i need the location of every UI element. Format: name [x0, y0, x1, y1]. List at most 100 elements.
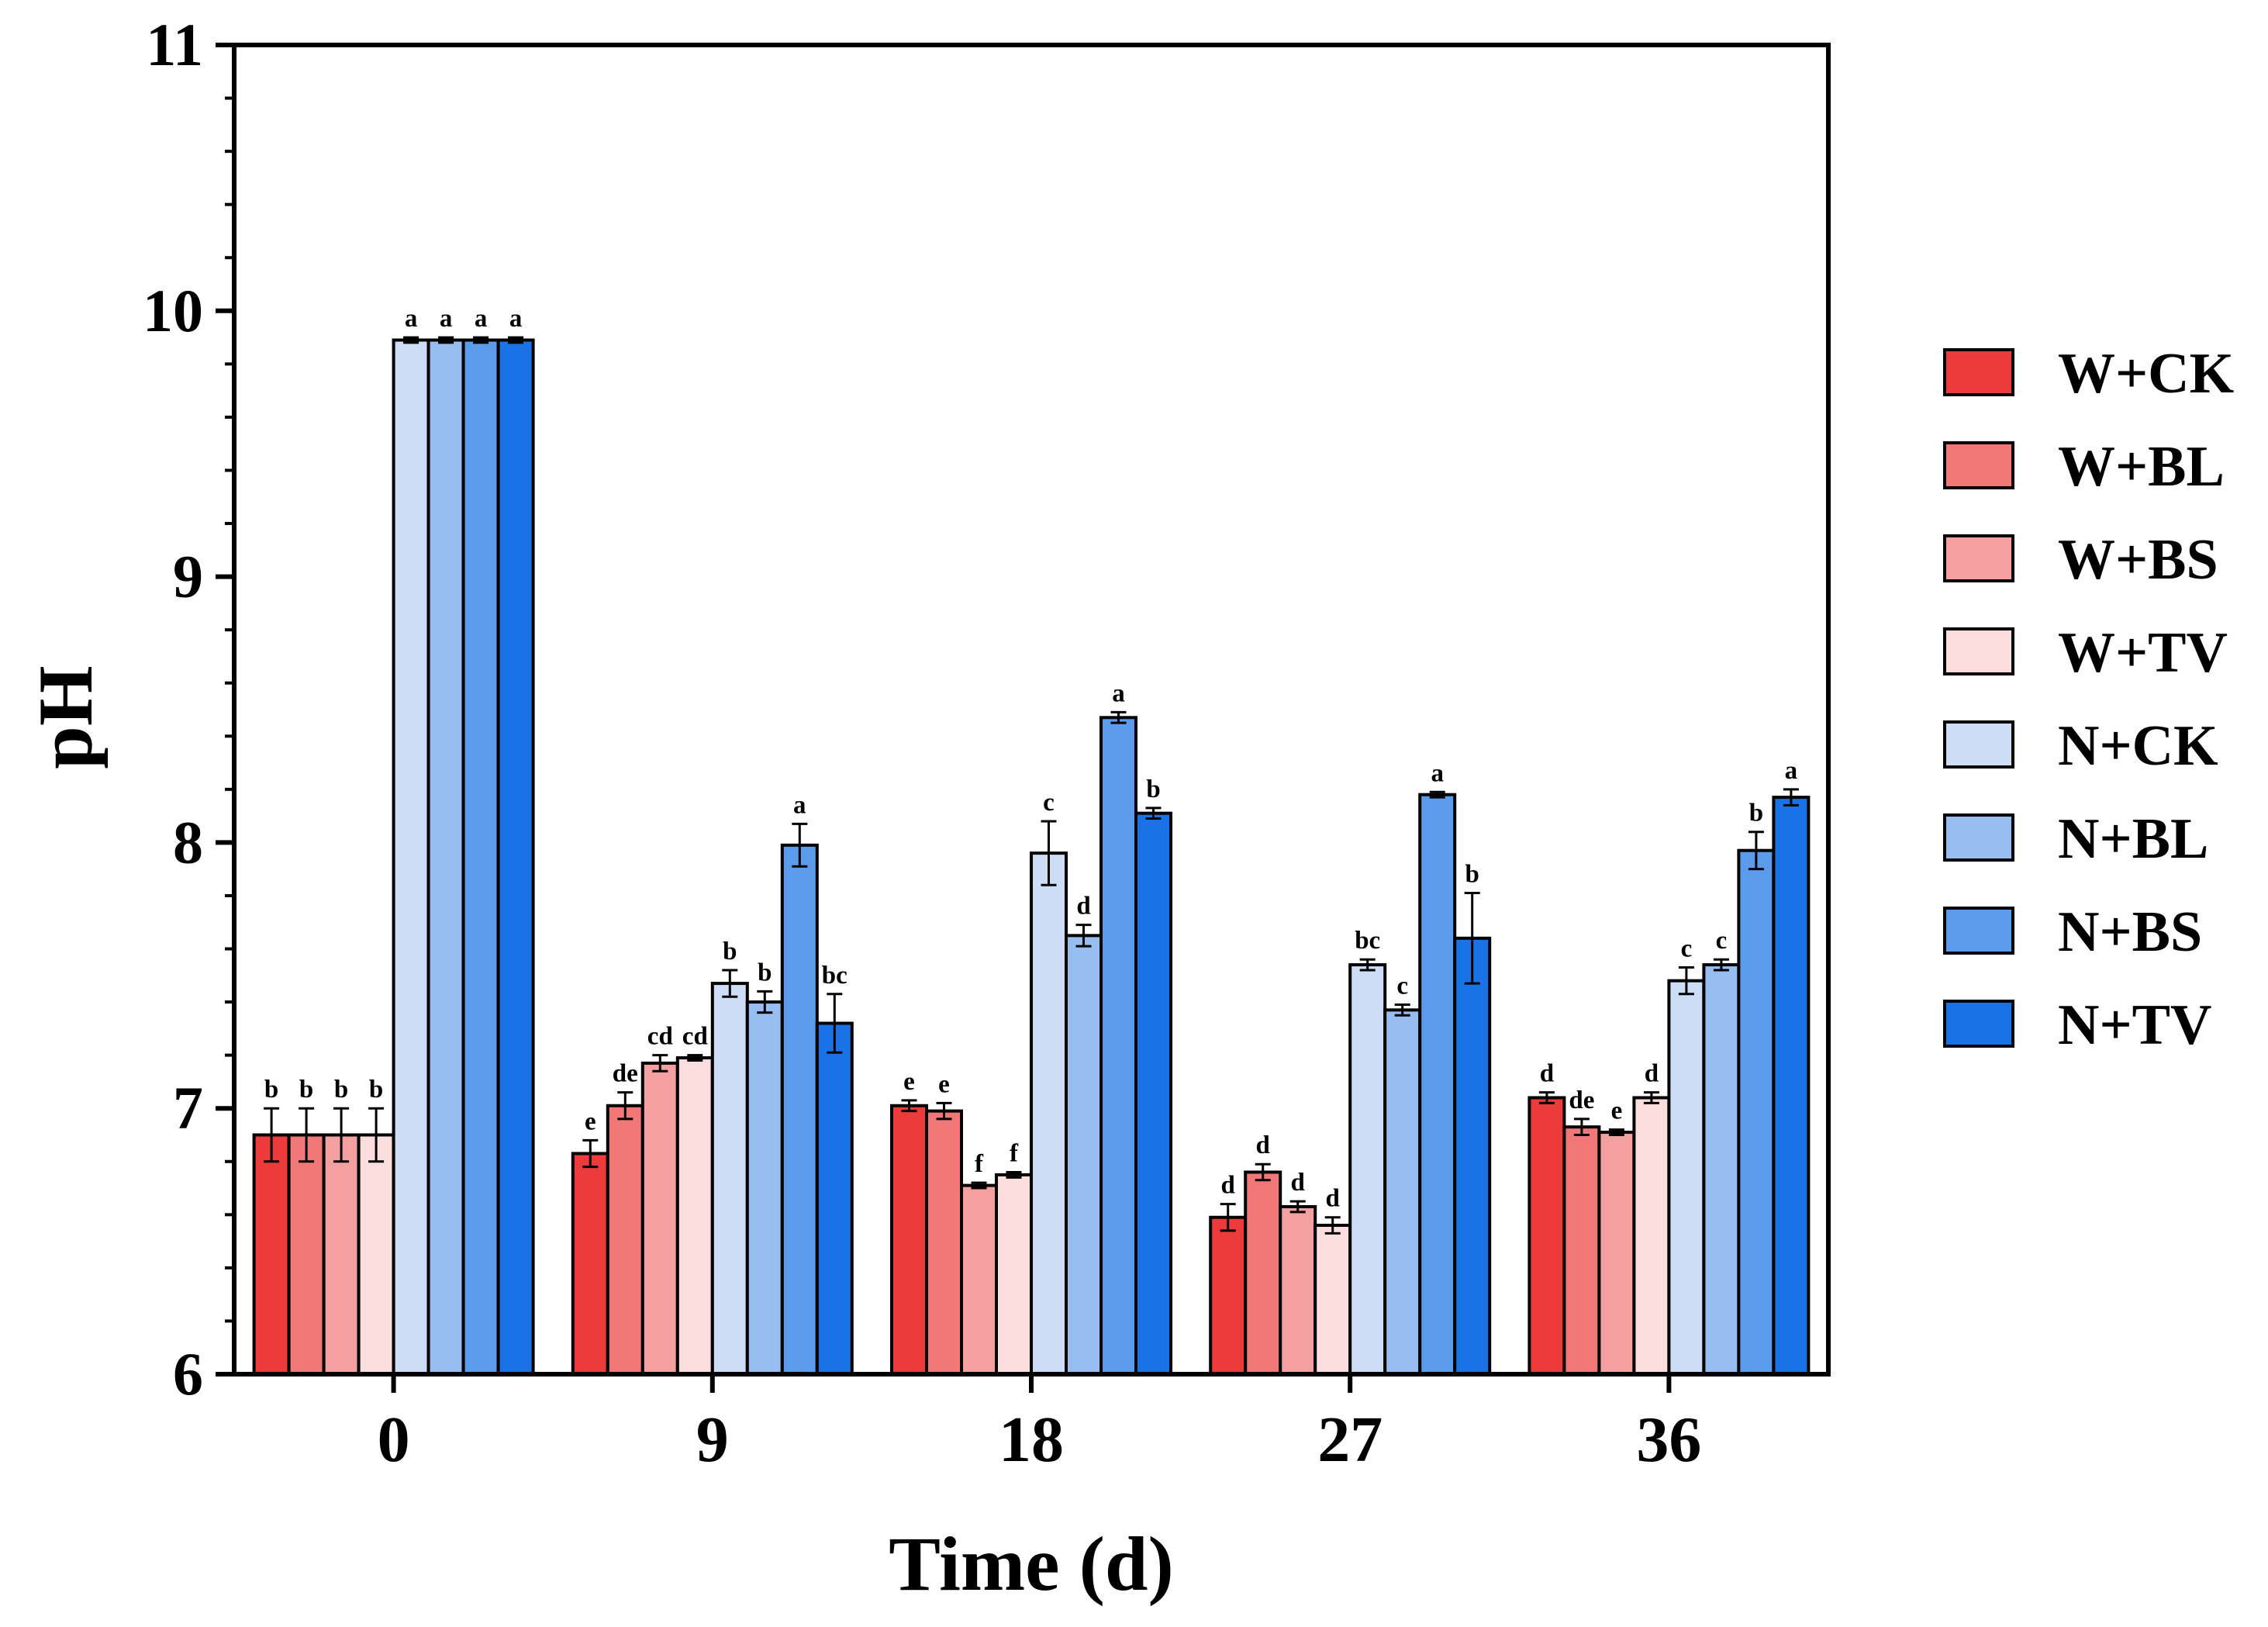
bar-N+BL-day-18 — [1065, 934, 1103, 1376]
bar-W+TV-day-9 — [675, 1056, 714, 1376]
significance-letter: a — [1785, 757, 1798, 785]
significance-letter: e — [585, 1107, 596, 1135]
bar-W+BS-day-36 — [1597, 1131, 1636, 1376]
significance-letter: c — [1681, 935, 1693, 963]
significance-letter: cd — [647, 1023, 673, 1051]
significance-letter: a — [793, 791, 806, 819]
bar-W+TV-day-36 — [1632, 1096, 1671, 1377]
x-tick-label: 36 — [1636, 1404, 1701, 1476]
bar-W+BL-day-0 — [287, 1133, 326, 1376]
bar-N+BL-day-36 — [1702, 963, 1741, 1376]
significance-letter: a — [405, 305, 418, 333]
x-tick-label: 0 — [378, 1404, 410, 1476]
bar-W+BL-day-18 — [925, 1109, 963, 1377]
bar-N+TV-day-18 — [1134, 811, 1172, 1376]
significance-letter: b — [369, 1076, 383, 1104]
significance-letter: cd — [682, 1023, 708, 1051]
legend-swatch-W+BS — [1943, 534, 2014, 582]
bar-W+BL-day-36 — [1562, 1125, 1601, 1377]
bar-N+BS-day-27 — [1418, 793, 1457, 1377]
y-tick-label: 9 — [173, 543, 203, 610]
legend-label-W+TV: W+TV — [2058, 621, 2228, 685]
bars-layer — [252, 338, 1811, 1377]
legend-label-W+BL: W+BL — [2058, 435, 2225, 499]
bar-N+BS-day-9 — [780, 843, 819, 1376]
bar-N+CK-day-18 — [1030, 851, 1068, 1377]
legend-label-N+TV: N+TV — [2058, 993, 2211, 1057]
significance-letter: de — [1569, 1086, 1594, 1114]
significance-letter: c — [1043, 789, 1055, 817]
significance-letter: de — [613, 1060, 638, 1088]
bar-N+BS-day-18 — [1099, 716, 1137, 1376]
significance-letter: b — [758, 959, 772, 986]
significance-letter: b — [299, 1076, 313, 1104]
y-tick-label: 6 — [173, 1340, 203, 1408]
bar-N+CK-day-27 — [1348, 963, 1387, 1376]
bar-W+TV-day-18 — [995, 1173, 1033, 1377]
x-tick-label: 9 — [696, 1404, 729, 1476]
bar-N+CK-day-36 — [1667, 979, 1706, 1376]
bar-N+BL-day-9 — [745, 1000, 784, 1376]
significance-letter: d — [1540, 1060, 1554, 1088]
bar-W+CK-day-36 — [1528, 1096, 1566, 1377]
legend-swatch-N+BL — [1943, 814, 2014, 862]
significance-letter: e — [1611, 1097, 1623, 1125]
bar-N+BL-day-0 — [426, 338, 465, 1376]
significance-letter: bc — [822, 962, 847, 990]
significance-letter: c — [1716, 927, 1728, 955]
significance-letter: d — [1326, 1185, 1340, 1213]
significance-letter: d — [1291, 1169, 1305, 1197]
legend-swatch-W+CK — [1943, 348, 2014, 396]
bar-N+TV-day-27 — [1453, 936, 1492, 1376]
bar-W+TV-day-27 — [1314, 1224, 1352, 1376]
error-bars-layer — [264, 336, 1799, 1235]
bar-W+BL-day-9 — [606, 1104, 644, 1376]
bar-W+BL-day-27 — [1244, 1170, 1282, 1377]
bar-W+BS-day-18 — [960, 1183, 998, 1377]
bar-N+TV-day-9 — [815, 1021, 854, 1377]
bar-N+CK-day-0 — [392, 338, 430, 1376]
y-tick-label: 7 — [173, 1074, 203, 1142]
significance-letter: bc — [1355, 927, 1380, 955]
significance-letter: d — [1256, 1131, 1270, 1159]
significance-letter: b — [1465, 861, 1479, 889]
legend-label-W+CK: W+CK — [2058, 342, 2234, 406]
bar-W+CK-day-0 — [252, 1133, 291, 1376]
x-tick-label: 18 — [999, 1404, 1064, 1476]
significance-letter: b — [1146, 776, 1160, 803]
significance-letter: e — [938, 1070, 950, 1098]
legend-label-N+BS: N+BS — [2058, 900, 2202, 964]
axes-layer: 6 7 8 9 10 11 0 9 18 27 36 — [143, 11, 1831, 1476]
significance-letter: b — [723, 938, 737, 965]
bar-N+CK-day-9 — [710, 982, 749, 1376]
bar-W+BS-day-27 — [1279, 1205, 1317, 1377]
legend-swatch-N+BS — [1943, 907, 2014, 955]
bar-W+CK-day-9 — [571, 1152, 609, 1376]
significance-letter: b — [334, 1076, 348, 1104]
legend-label-N+CK: N+CK — [2058, 714, 2218, 778]
bar-W+CK-day-27 — [1209, 1215, 1248, 1377]
bar-W+BS-day-0 — [322, 1133, 361, 1376]
bar-W+BS-day-9 — [640, 1061, 679, 1376]
significance-letter: d — [1221, 1172, 1235, 1200]
significance-letter: d — [1645, 1060, 1659, 1088]
legend-label-N+BL: N+BL — [2058, 807, 2208, 871]
y-tick-label: 11 — [146, 11, 203, 78]
y-tick-label: 8 — [173, 808, 203, 876]
legend-swatch-W+TV — [1943, 627, 2014, 675]
bar-W+CK-day-18 — [890, 1104, 928, 1376]
y-axis-title: pH — [22, 665, 109, 769]
legend-swatch-N+CK — [1943, 720, 2014, 769]
legend-label-W+BS: W+BS — [2058, 528, 2218, 592]
significance-letter: e — [903, 1068, 915, 1096]
bar-N+BL-day-27 — [1383, 1008, 1422, 1376]
significance-letter: d — [1076, 893, 1090, 921]
significance-letter: a — [509, 305, 523, 333]
significance-letter: a — [440, 305, 453, 333]
x-axis-title: Time (d) — [889, 1521, 1174, 1607]
significance-letter: b — [264, 1076, 278, 1104]
bar-W+TV-day-0 — [357, 1133, 395, 1376]
significance-letter: c — [1396, 972, 1408, 1000]
legend-swatch-W+BL — [1943, 441, 2014, 489]
